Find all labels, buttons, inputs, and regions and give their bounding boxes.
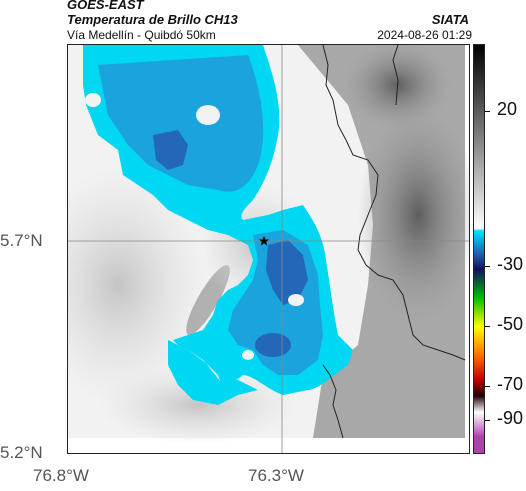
- timestamp-label: 2024-08-26 01:29: [377, 28, 472, 42]
- route-label: Vía Medellín - Quibdó 50km: [67, 28, 216, 42]
- colorbar-tick-50: [485, 326, 490, 327]
- cold-cloud-south: [168, 340, 258, 405]
- dark-cloud-north: [343, 45, 453, 130]
- border-line-south: [322, 364, 344, 439]
- clear-hole-4: [242, 350, 254, 360]
- lat-tick-5-2: 5.2°N: [0, 443, 43, 462]
- lon-tick-76-8: 76.8°W: [33, 466, 89, 485]
- colorbar-tick-30: [485, 266, 490, 267]
- cold-cloud-dark-center: [266, 240, 308, 305]
- lat-tick-5-7: 5.7°N: [0, 231, 43, 250]
- colorbar-label-70: -70: [497, 374, 524, 394]
- clear-hole-3: [288, 294, 304, 306]
- colorbar-tick-20: [485, 111, 490, 112]
- colorbar-label-50: -50: [497, 314, 524, 334]
- satellite-map[interactable]: [67, 44, 470, 454]
- colorbar: [473, 44, 485, 454]
- organization-label: SIATA: [431, 12, 469, 27]
- cold-cloud-dark-north: [153, 130, 188, 170]
- star-marker: [259, 236, 269, 246]
- clear-hole-2: [85, 93, 101, 107]
- colorbar-label-20: 20: [497, 99, 518, 119]
- cold-cloud-mid: [98, 55, 264, 192]
- product-title: Temperatura de Brillo CH13: [67, 12, 238, 27]
- clear-hole-1: [196, 105, 220, 125]
- map-blank-strip: [68, 438, 469, 453]
- border-line-north: [322, 45, 466, 361]
- colorbar-label-30: -30: [497, 254, 524, 274]
- dark-cloud-east: [358, 105, 469, 325]
- colorbar-tick-90: [485, 420, 490, 421]
- satellite-label: GOES-EAST: [67, 0, 144, 12]
- cold-cloud-dark-south: [255, 333, 291, 357]
- map-svg: [68, 45, 469, 453]
- colorbar-tick-70: [485, 386, 490, 387]
- colorbar-label-90: -90: [497, 408, 524, 428]
- border-line-east: [392, 45, 399, 106]
- lon-tick-76-3: 76.3°W: [248, 466, 304, 485]
